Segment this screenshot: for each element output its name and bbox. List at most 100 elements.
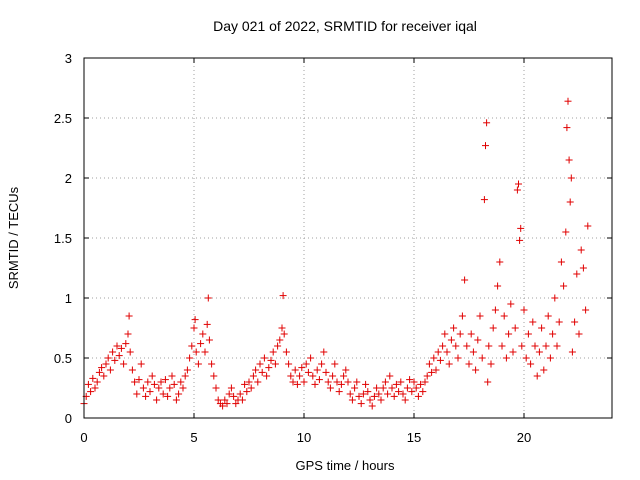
data-point	[258, 368, 266, 376]
data-point	[516, 236, 524, 244]
data-point	[230, 392, 238, 400]
data-point	[535, 348, 543, 356]
x-axis-label: GPS time / hours	[296, 458, 395, 473]
data-point	[98, 364, 106, 372]
data-point	[544, 312, 552, 320]
data-point	[280, 330, 288, 338]
data-point	[146, 388, 154, 396]
data-point	[447, 336, 455, 344]
data-point	[164, 392, 172, 400]
data-point	[106, 366, 114, 374]
data-point	[461, 276, 469, 284]
x-tick-label: 0	[80, 430, 87, 445]
data-point	[212, 384, 220, 392]
data-point	[331, 360, 339, 368]
data-point	[150, 380, 158, 388]
data-point	[117, 344, 125, 352]
data-point	[476, 312, 484, 320]
data-point	[575, 330, 583, 338]
chart-title: Day 021 of 2022, SRMTID for receiver iqa…	[213, 18, 477, 34]
data-point	[441, 330, 449, 338]
data-point	[432, 366, 440, 374]
data-point	[467, 330, 475, 338]
data-point	[311, 380, 319, 388]
data-point	[204, 294, 212, 302]
data-point	[395, 388, 403, 396]
data-point	[524, 330, 532, 338]
data-point	[159, 390, 167, 398]
data-point	[302, 360, 310, 368]
data-point	[494, 282, 502, 290]
data-point	[249, 372, 257, 380]
x-tick-label: 15	[407, 430, 421, 445]
data-point	[113, 342, 121, 350]
data-point	[93, 378, 101, 386]
data-point	[247, 384, 255, 392]
data-point	[139, 384, 147, 392]
data-point	[287, 372, 295, 380]
data-point	[210, 372, 218, 380]
data-point	[199, 330, 207, 338]
data-point	[115, 352, 123, 360]
data-point	[322, 368, 330, 376]
y-axis-label: SRMTID / TECUs	[6, 186, 21, 289]
y-tick-label: 1.5	[54, 231, 72, 246]
data-point	[144, 378, 152, 386]
data-point	[364, 388, 372, 396]
data-point	[562, 228, 570, 236]
data-point	[225, 390, 233, 398]
data-point	[324, 378, 332, 386]
data-point	[219, 402, 227, 410]
data-point	[482, 142, 489, 150]
data-point	[155, 384, 163, 392]
data-point	[520, 306, 528, 314]
data-point	[133, 390, 141, 398]
data-points	[80, 97, 592, 410]
data-point	[282, 348, 290, 356]
data-point	[484, 378, 492, 386]
data-point	[197, 340, 205, 348]
data-point	[456, 330, 464, 338]
x-tick-label: 10	[297, 430, 311, 445]
data-point	[443, 348, 451, 356]
data-point	[307, 354, 315, 362]
data-point	[500, 312, 508, 320]
data-point	[348, 396, 356, 404]
data-point	[419, 388, 427, 396]
data-point	[245, 378, 253, 386]
data-point	[568, 348, 576, 356]
data-point	[256, 360, 264, 368]
data-point	[421, 378, 429, 386]
data-point	[517, 224, 525, 232]
data-point	[148, 372, 156, 380]
data-point	[417, 380, 425, 388]
data-point	[346, 390, 354, 398]
data-point	[300, 378, 308, 386]
data-point	[458, 312, 466, 320]
data-point	[175, 390, 183, 398]
data-point	[135, 376, 143, 384]
data-point	[445, 360, 453, 368]
data-point	[414, 392, 422, 400]
data-point	[434, 348, 442, 356]
data-point	[428, 368, 436, 376]
data-point	[573, 270, 581, 278]
y-tick-label: 2	[65, 171, 72, 186]
data-point	[439, 342, 447, 350]
data-point	[214, 396, 222, 404]
data-point	[298, 364, 306, 372]
x-tick-label: 5	[190, 430, 197, 445]
data-point	[563, 124, 571, 132]
data-point	[379, 384, 387, 392]
data-point	[181, 372, 189, 380]
data-point	[89, 374, 97, 382]
data-point	[546, 354, 554, 362]
data-point	[567, 174, 575, 182]
data-point	[392, 380, 400, 388]
data-point	[291, 366, 299, 374]
data-point	[304, 368, 312, 376]
data-point	[522, 354, 530, 362]
data-point	[208, 360, 216, 368]
data-point	[236, 390, 244, 398]
data-point	[263, 372, 271, 380]
